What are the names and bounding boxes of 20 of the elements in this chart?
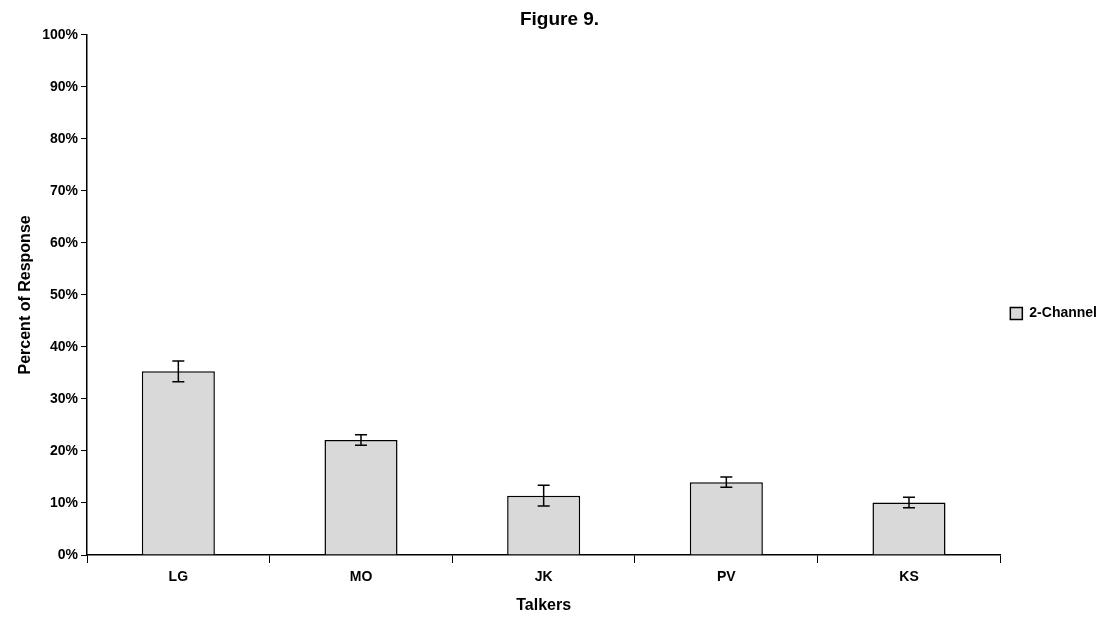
y-tick-label: 100% (42, 25, 79, 42)
y-tick-label: 20% (49, 441, 79, 458)
y-tick-label: 40% (49, 337, 79, 354)
y-tick-label: 60% (49, 233, 79, 250)
x-tick-label: PV (716, 568, 737, 585)
chart-title: Figure 9. (519, 7, 600, 29)
x-axis-title: Talkers (516, 595, 572, 613)
y-tick-label: 30% (49, 389, 79, 406)
legend-label: 2-Channel (1029, 304, 1098, 321)
x-tick-label: MO (349, 568, 373, 585)
y-tick-label: 50% (49, 285, 79, 302)
y-axis-title: Percent of Response (16, 215, 34, 375)
y-tick-label: 70% (49, 181, 79, 198)
y-tick-label: 10% (49, 493, 79, 510)
x-tick-label: LG (168, 568, 189, 585)
x-tick-label: KS (899, 568, 919, 585)
y-tick-label: 90% (49, 77, 79, 94)
x-tick-label: JK (534, 568, 553, 585)
y-tick-label: 80% (49, 129, 79, 146)
y-tick-label: 0% (57, 545, 79, 562)
